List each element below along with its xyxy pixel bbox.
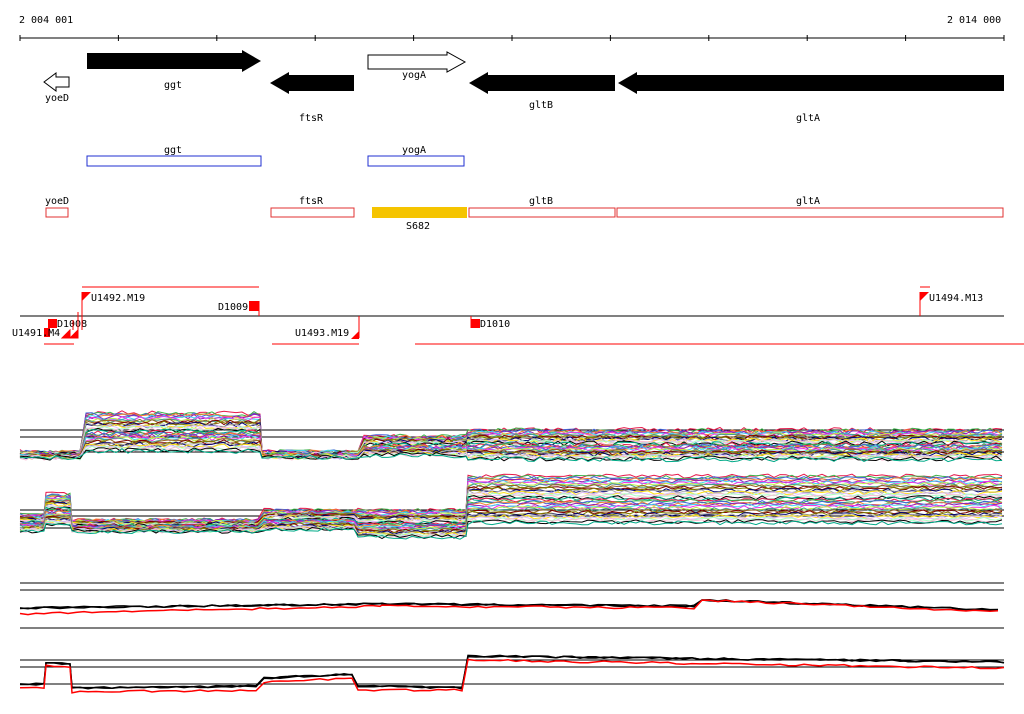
profile-line [19, 441, 1003, 460]
gene-track: yoeD ggt ftsR yogA gltB gltA [43, 50, 1004, 124]
expression-profiles-panel-2 [19, 473, 1004, 540]
gene-arrow-ftsR[interactable] [270, 72, 354, 94]
red-box-ftsR[interactable] [270, 207, 355, 218]
red-label-yoeD: yoeD [45, 196, 69, 207]
gene-arrow-ggt[interactable] [87, 50, 261, 72]
profile-line [19, 445, 1003, 461]
profile-line [19, 414, 1003, 456]
blue-label-ggt: ggt [164, 145, 182, 156]
marker-box-d1010[interactable] [471, 319, 480, 328]
marker-flag-u1492[interactable] [82, 292, 91, 301]
profile-line [19, 475, 1003, 523]
profile-line [19, 507, 1003, 532]
profile-line [19, 448, 1003, 463]
profile-line [19, 520, 1003, 540]
coordinate-ruler: 2 004 001 2 014 000 [19, 15, 1005, 41]
summary-line [19, 658, 1005, 694]
gene-arrow-yogA[interactable] [367, 51, 467, 73]
marker-box-d1008[interactable] [48, 319, 57, 328]
blue-box-ggt[interactable] [86, 155, 262, 167]
marker-box-cluster [44, 328, 50, 337]
marker-label-u1492: U1492.M19 [91, 293, 145, 304]
gene-label-ggt: ggt [164, 80, 182, 91]
ruler-start-label: 2 004 001 [19, 15, 73, 26]
marker-flag-u1494[interactable] [920, 292, 929, 301]
profile-line [19, 499, 1003, 529]
profile-line [19, 519, 1003, 540]
red-label-gltA: gltA [796, 196, 820, 207]
profile-line [19, 484, 1003, 526]
gene-label-gltB: gltB [529, 100, 553, 111]
red-annotation-track: yoeD ftsR S682 gltB gltA [45, 196, 1004, 232]
gene-label-gltA: gltA [796, 113, 820, 124]
profile-line [19, 515, 1003, 537]
gene-label-ftsR: ftsR [299, 113, 324, 124]
marker-flags-cluster[interactable] [60, 312, 83, 339]
ruler-end-label: 2 014 000 [947, 15, 1001, 26]
marker-track: U1492.M19 D1009 U1494.M13 D1008 U1491.M4… [12, 286, 1024, 345]
profile-line [19, 413, 1003, 456]
marker-label-u1494: U1494.M13 [929, 293, 983, 304]
red-box-gltA[interactable] [616, 207, 1004, 218]
summary-line [19, 599, 999, 612]
expression-profiles-panel-1 [19, 410, 1004, 463]
profile-line [19, 423, 1003, 458]
red-label-gltB: gltB [529, 196, 553, 207]
blue-annotation-track: ggt yogA [86, 145, 465, 167]
summary-profiles-panels [19, 582, 1005, 694]
profile-line [19, 435, 1003, 459]
yellow-feature-box[interactable] [372, 207, 467, 218]
yellow-feature-label: S682 [406, 221, 430, 232]
blue-label-yogA: yogA [402, 145, 426, 156]
blue-box-yogA[interactable] [367, 155, 465, 167]
profile-line [20, 410, 1003, 456]
profile-line [19, 483, 1003, 525]
summary-line [19, 654, 1005, 690]
marker-flag-u1493[interactable] [351, 331, 359, 339]
red-label-ftsR: ftsR [299, 196, 324, 207]
gene-arrow-gltA[interactable] [618, 72, 1004, 94]
red-box-gltB[interactable] [468, 207, 616, 218]
marker-label-u1491: U1491.M4 [12, 328, 60, 339]
marker-label-d1010: D1010 [480, 319, 510, 330]
red-box-yoeD[interactable] [45, 207, 69, 218]
ruler-ticks [19, 35, 1005, 41]
gene-label-yoeD: yoeD [45, 93, 69, 104]
gene-arrow-gltB[interactable] [469, 72, 615, 94]
profile-line [19, 514, 1003, 537]
profile-line [19, 424, 1003, 457]
profile-line [19, 495, 1003, 528]
marker-label-d1008: D1008 [57, 319, 87, 330]
summary-line [19, 599, 999, 616]
profile-line [20, 436, 1003, 460]
gene-arrow-yoeD[interactable] [43, 72, 70, 92]
marker-box-d1009[interactable] [249, 301, 259, 311]
gene-label-yogA: yogA [402, 70, 426, 81]
marker-label-d1009: D1009 [218, 302, 248, 313]
marker-label-u1493: U1493.M19 [295, 328, 349, 339]
